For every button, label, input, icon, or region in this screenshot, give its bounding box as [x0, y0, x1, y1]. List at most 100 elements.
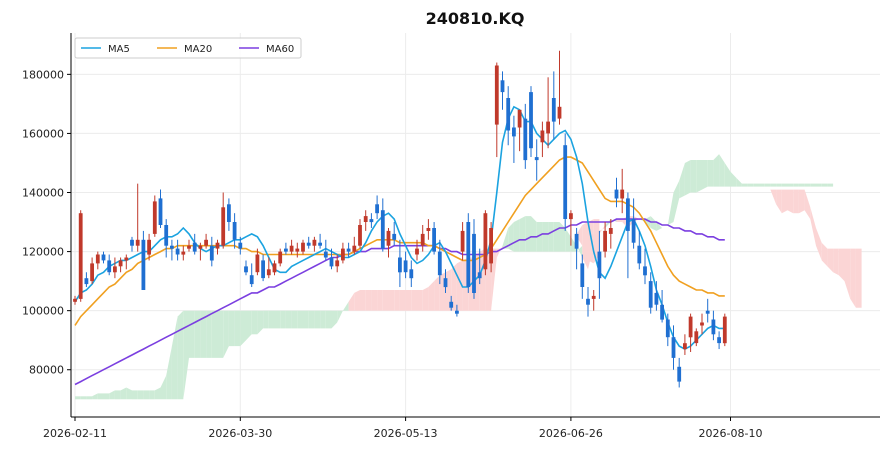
cloud-segment: [781, 189, 788, 214]
candle-up: [386, 230, 391, 246]
candle-up: [124, 257, 129, 261]
y-tick-label: 180000: [22, 68, 64, 81]
cloud-segment: [166, 346, 172, 400]
cloud-segment: [422, 287, 429, 311]
cloud-segment: [337, 310, 343, 323]
cloud-segment: [804, 189, 811, 220]
candle-up: [603, 230, 607, 252]
candle-up: [426, 228, 431, 231]
candle-up: [95, 254, 100, 264]
candle-up: [517, 109, 522, 128]
cloud-segment: [565, 228, 571, 252]
candle-down: [141, 239, 146, 290]
candle-up: [301, 242, 305, 252]
cloud-segment: [776, 183, 782, 187]
candle-down: [346, 248, 351, 252]
candle-up: [722, 316, 727, 344]
cloud-segment: [217, 310, 224, 358]
candle-down: [170, 245, 174, 249]
candle-down: [380, 210, 385, 249]
cloud-segment: [132, 390, 138, 400]
candle-down: [586, 298, 590, 305]
candle-down: [654, 292, 659, 305]
cloud-segment: [787, 183, 794, 187]
candle-down: [717, 337, 721, 344]
cloud-segment: [240, 310, 246, 347]
candle-down: [466, 222, 471, 287]
axes: 80000 100000 120000 140000 160000 180000 2026-…: [22, 33, 880, 440]
candle-down: [626, 198, 630, 231]
cloud-segment: [456, 260, 463, 311]
candle-down: [158, 198, 163, 225]
cloud-segment: [75, 396, 81, 400]
y-tick-label: 120000: [22, 246, 64, 259]
cloud-segment: [531, 216, 537, 252]
candle-down: [175, 248, 180, 255]
x-tick-label: 2026-05-13: [374, 427, 438, 440]
cloud-segment: [189, 310, 195, 358]
candle-down: [369, 219, 374, 223]
candle-down: [671, 337, 676, 358]
candle-up: [198, 245, 203, 249]
cloud-segment: [821, 242, 828, 267]
cloud-segment: [730, 171, 737, 187]
candle-down: [318, 242, 322, 246]
candle-up: [266, 269, 271, 276]
cloud-segment: [559, 222, 566, 252]
candle-up: [278, 251, 283, 264]
candle-down: [284, 248, 288, 252]
cloud-segment: [200, 310, 207, 358]
cloud-segment: [759, 183, 765, 187]
cloud-segment: [736, 177, 742, 187]
candle-down: [614, 189, 619, 199]
candle-down: [677, 366, 682, 382]
cloud-segment: [650, 216, 657, 231]
cloud-segment: [388, 290, 395, 311]
cloud-segment: [80, 396, 87, 400]
cloud-segment: [827, 183, 834, 187]
cloud-segment: [667, 192, 674, 225]
candle-up: [591, 295, 596, 299]
cloud-segment: [855, 248, 862, 308]
cloud-segment: [576, 225, 583, 246]
cloud-segment: [770, 183, 777, 187]
candle-down: [500, 80, 505, 93]
candle-down: [306, 242, 311, 246]
cloud-segment: [246, 310, 252, 341]
cloud-segment: [251, 310, 258, 335]
cloud-segment: [382, 290, 389, 311]
candle-up: [700, 322, 704, 326]
cloud-segment: [394, 290, 400, 311]
cloud-segment: [833, 248, 839, 276]
candle-down: [238, 242, 243, 249]
candle-down: [643, 266, 647, 276]
cloud-segment: [491, 248, 497, 311]
cloud-segment: [160, 375, 167, 400]
cloud-segment: [354, 290, 360, 311]
candle-up: [489, 228, 493, 264]
candle-down: [631, 219, 636, 243]
grid-lines: [71, 33, 880, 417]
candle-up: [341, 248, 345, 261]
cloud-segment: [109, 390, 115, 400]
candle-down: [107, 260, 112, 273]
cloud-segment: [519, 216, 526, 252]
candle-down: [443, 278, 448, 288]
candle-up: [78, 213, 83, 299]
y-tick-label: 100000: [22, 305, 64, 318]
cloud-segment: [348, 292, 355, 311]
cloud-segment: [371, 290, 378, 311]
candle-up: [147, 239, 151, 255]
x-tick-label: 2026-06-26: [539, 427, 603, 440]
candle-down: [437, 251, 442, 276]
cloud-segment: [844, 248, 851, 299]
cloud-segment: [508, 222, 514, 252]
candle-up: [221, 207, 226, 246]
candle-down: [232, 222, 237, 240]
candlesticks: [73, 50, 727, 388]
candle-down: [648, 281, 653, 308]
candle-up: [255, 254, 260, 273]
candle-up: [289, 245, 294, 252]
cloud-segment: [724, 163, 731, 187]
